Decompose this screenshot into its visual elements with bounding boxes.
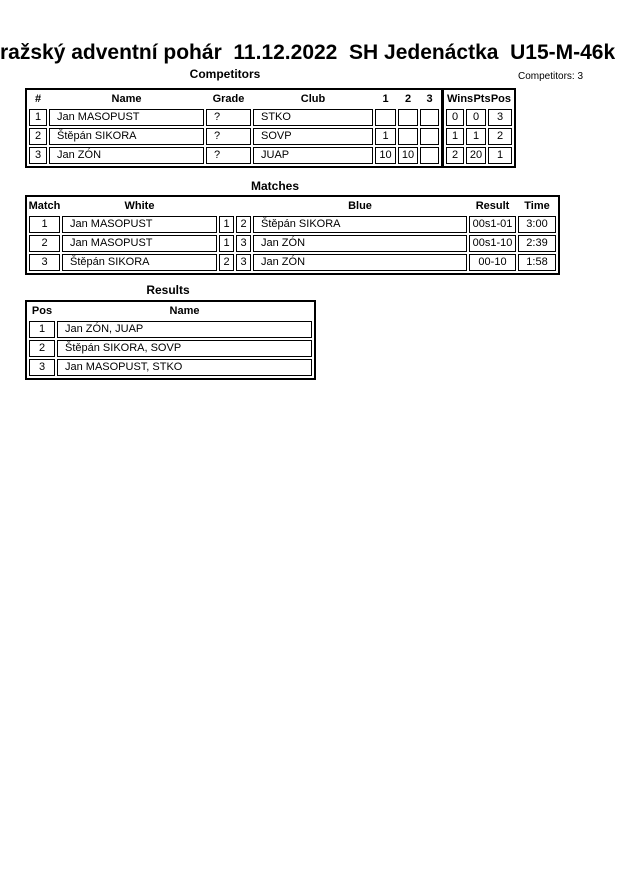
col-header-wins: Wins — [447, 92, 474, 105]
cell-name: Jan MASOPUST — [49, 109, 204, 126]
matches-header-row: Match White Blue Result Time — [29, 197, 556, 214]
col-header-white: White — [124, 199, 155, 212]
cell-blue-name: Jan ZÓN — [253, 254, 467, 271]
competitors-count: Competitors: 3 — [518, 71, 584, 82]
col-header-name: Name — [169, 304, 200, 317]
cell-match-number: 1 — [29, 216, 60, 233]
cell-grade: ? — [206, 109, 251, 126]
col-header-result: Result — [475, 199, 510, 212]
cell-match1-score — [375, 109, 396, 126]
cell-match3-score — [420, 147, 439, 164]
cell-wins: 2 — [446, 147, 464, 164]
results-table: Pos Name 1 Jan ZÓN, JUAP 2 Štěpán SIKORA… — [25, 300, 316, 380]
col-header-pos: Pos — [31, 304, 53, 317]
cell-number: 3 — [29, 147, 47, 164]
cell-club: JUAP — [253, 147, 373, 164]
cell-grade: ? — [206, 128, 251, 145]
cell-white-name: Jan MASOPUST — [62, 216, 217, 233]
result-row: 1 Jan ZÓN, JUAP — [29, 321, 312, 338]
competitors-header-row: # Name Grade Club 1 2 3 Wins Pts Pos — [29, 90, 512, 107]
col-header-blue: Blue — [348, 199, 372, 212]
cell-time: 2:39 — [518, 235, 556, 252]
cell-result: 00s1-10 — [469, 235, 516, 252]
cell-position: 3 — [29, 359, 55, 376]
match-row: 2 Jan MASOPUST 1 3 Jan ZÓN 00s1-10 2:39 — [29, 235, 556, 252]
cell-name: Štěpán SIKORA — [49, 128, 204, 145]
cell-match3-score — [420, 109, 439, 126]
match-row: 3 Štěpán SIKORA 2 3 Jan ZÓN 00-10 1:58 — [29, 254, 556, 271]
cell-result: 00s1-01 — [469, 216, 516, 233]
cell-result-name: Štěpán SIKORA, SOVP — [57, 340, 312, 357]
cell-match2-score: 10 — [398, 147, 418, 164]
cell-match1-score: 1 — [375, 128, 396, 145]
cell-result-name: Jan MASOPUST, STKO — [57, 359, 312, 376]
cell-club: SOVP — [253, 128, 373, 145]
cell-result-name: Jan ZÓN, JUAP — [57, 321, 312, 338]
cell-match1-score: 10 — [375, 147, 396, 164]
results-heading: Results — [146, 283, 190, 297]
cell-match3-score — [420, 128, 439, 145]
cell-result: 00-10 — [469, 254, 516, 271]
cell-blue-number: 3 — [236, 235, 251, 252]
cell-white-name: Jan MASOPUST — [62, 235, 217, 252]
col-header-wins-pts-pos: Wins Pts Pos — [446, 93, 512, 105]
wins-section-divider — [441, 90, 444, 166]
col-header-pos: Pos — [490, 92, 511, 105]
competitor-row: 1 Jan MASOPUST ? STKO 0 0 3 — [29, 109, 512, 126]
cell-number: 2 — [29, 128, 47, 145]
col-header-match: Match — [28, 199, 61, 212]
cell-position: 2 — [29, 340, 55, 357]
cell-pts: 20 — [466, 147, 486, 164]
cell-blue-name: Jan ZÓN — [253, 235, 467, 252]
cell-pos: 1 — [488, 147, 512, 164]
matches-table: Match White Blue Result Time 1 Jan MASOP… — [25, 195, 560, 275]
cell-pts: 0 — [466, 109, 486, 126]
cell-white-number: 1 — [219, 235, 234, 252]
competitors-heading: Competitors — [189, 67, 261, 81]
cell-wins: 1 — [446, 128, 464, 145]
col-header-name: Name — [111, 92, 142, 105]
cell-match2-score — [398, 109, 418, 126]
cell-club: STKO — [253, 109, 373, 126]
competitors-table: # Name Grade Club 1 2 3 Wins Pts Pos 1 J… — [25, 88, 516, 168]
competitor-row: 2 Štěpán SIKORA ? SOVP 1 1 1 2 — [29, 128, 512, 145]
cell-white-name: Štěpán SIKORA — [62, 254, 217, 271]
col-header-pts: Pts — [473, 92, 491, 105]
cell-time: 3:00 — [518, 216, 556, 233]
col-header-match1: 1 — [382, 92, 389, 105]
cell-match2-score — [398, 128, 418, 145]
cell-pos: 2 — [488, 128, 512, 145]
cell-white-number: 2 — [219, 254, 234, 271]
col-header-number: # — [34, 92, 42, 105]
col-header-match2: 2 — [404, 92, 412, 105]
cell-match-number: 3 — [29, 254, 60, 271]
col-header-match3: 3 — [426, 92, 433, 105]
cell-blue-number: 3 — [236, 254, 251, 271]
matches-heading: Matches — [250, 179, 300, 193]
cell-number: 1 — [29, 109, 47, 126]
col-header-time: Time — [524, 199, 550, 212]
cell-position: 1 — [29, 321, 55, 338]
cell-blue-number: 2 — [236, 216, 251, 233]
result-row: 2 Štěpán SIKORA, SOVP — [29, 340, 312, 357]
page-title: ražský adventní pohár 11.12.2022 SH Jede… — [0, 41, 616, 64]
cell-blue-name: Štěpán SIKORA — [253, 216, 467, 233]
cell-grade: ? — [206, 147, 251, 164]
cell-wins: 0 — [446, 109, 464, 126]
match-row: 1 Jan MASOPUST 1 2 Štěpán SIKORA 00s1-01… — [29, 216, 556, 233]
col-header-grade: Grade — [212, 92, 245, 105]
cell-time: 1:58 — [518, 254, 556, 271]
cell-white-number: 1 — [219, 216, 234, 233]
result-row: 3 Jan MASOPUST, STKO — [29, 359, 312, 376]
cell-match-number: 2 — [29, 235, 60, 252]
competitor-row: 3 Jan ZÓN ? JUAP 10 10 2 20 1 — [29, 147, 512, 164]
results-header-row: Pos Name — [29, 302, 312, 319]
cell-pts: 1 — [466, 128, 486, 145]
col-header-club: Club — [300, 92, 326, 105]
cell-name: Jan ZÓN — [49, 147, 204, 164]
cell-pos: 3 — [488, 109, 512, 126]
